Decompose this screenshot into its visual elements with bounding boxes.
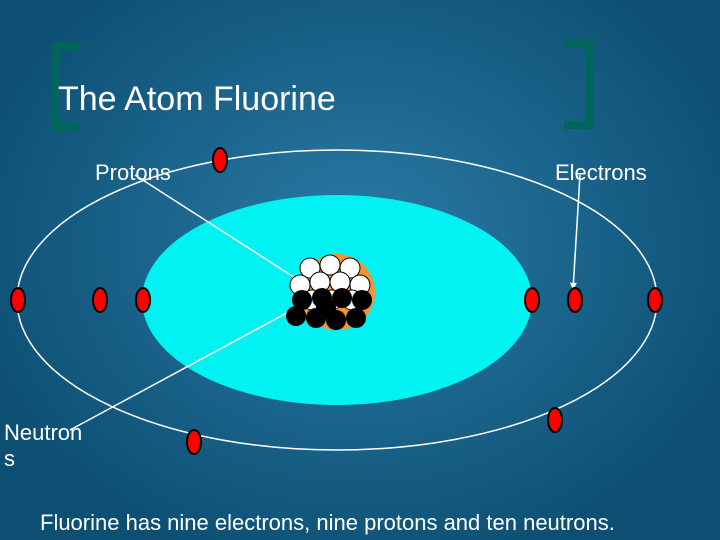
caption-text: Fluorine has nine electrons, nine proton… [40, 510, 615, 536]
slide-root: The Atom Fluorine Protons Electrons Neut… [0, 0, 720, 540]
atom-diagram [0, 0, 720, 540]
